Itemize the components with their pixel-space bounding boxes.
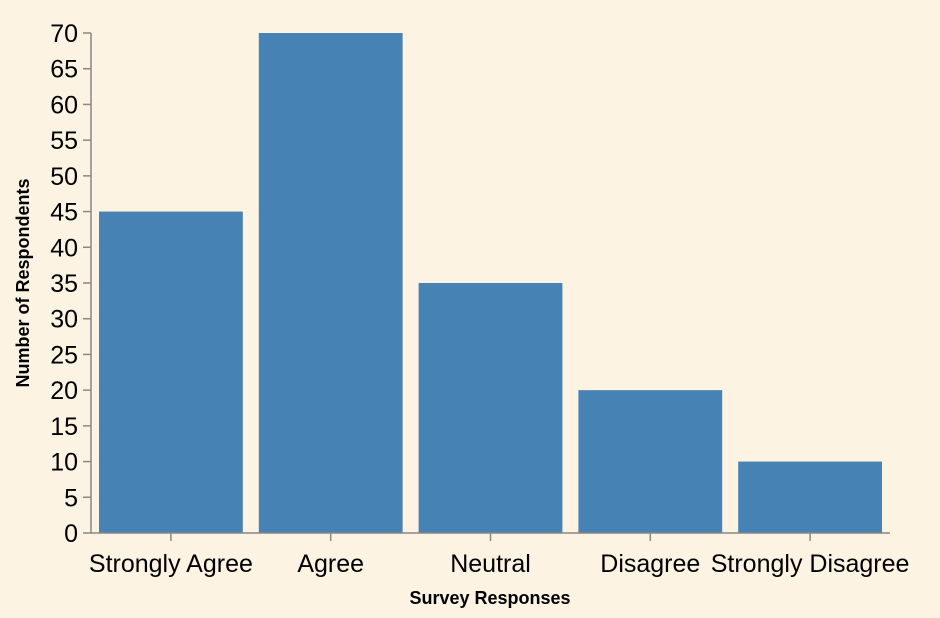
bar-agree xyxy=(258,33,403,533)
x-axis: Strongly Agree Agree Neutral Disagree Strong… xyxy=(89,532,910,578)
y-tick-label: 10 xyxy=(50,449,78,477)
y-tick-label: 60 xyxy=(50,91,78,119)
x-tick-label: Strongly Agree xyxy=(89,550,253,578)
bar-strongly-agree xyxy=(99,211,243,534)
y-tick-label: 15 xyxy=(50,413,78,441)
y-tick-label: 70 xyxy=(50,20,78,48)
y-tick-label: 20 xyxy=(50,377,78,405)
y-tick-label: 45 xyxy=(50,199,78,227)
bars-group xyxy=(99,33,882,534)
x-tick-label: Agree xyxy=(297,550,364,578)
y-tick-label: 50 xyxy=(50,163,78,191)
bar-strongly-disagree xyxy=(738,461,882,533)
y-axis-title: Number of Respondents xyxy=(13,178,33,387)
y-tick-label: 55 xyxy=(50,127,78,155)
x-tick-label: Disagree xyxy=(600,550,700,578)
bar-disagree xyxy=(578,390,723,533)
x-axis-title: Survey Responses xyxy=(409,588,570,608)
y-tick-label: 65 xyxy=(50,56,78,84)
y-tick-label: 35 xyxy=(50,270,78,298)
y-tick-label: 25 xyxy=(50,341,78,369)
y-axis: 0 5 10 15 20 25 30 35 40 45 50 55 60 65 70 xyxy=(50,20,92,548)
y-tick-label: 40 xyxy=(50,234,78,262)
y-tick-label: 30 xyxy=(50,306,78,334)
x-tick-label: Neutral xyxy=(450,550,531,578)
bar-neutral xyxy=(418,283,563,533)
y-tick-label: 0 xyxy=(64,520,78,548)
x-tick-label: Strongly Disagree xyxy=(711,550,910,578)
y-tick-label: 5 xyxy=(64,484,78,512)
